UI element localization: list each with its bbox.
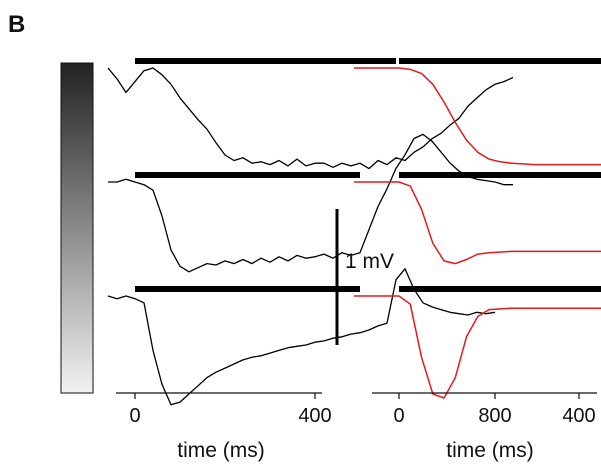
x-tick-label: 400 bbox=[298, 405, 331, 427]
recorded-trace-2 bbox=[108, 133, 513, 273]
model-trace-3 bbox=[354, 295, 601, 399]
recorded-traces-panel bbox=[107, 58, 514, 406]
x-axis-right: 0 400 800 time (ms) bbox=[372, 392, 597, 462]
model-trace-1 bbox=[354, 67, 601, 166]
grayscale-bar bbox=[60, 62, 94, 394]
voltage-scale-bar: 1 mV bbox=[335, 209, 394, 345]
x-tick-label: 0 bbox=[129, 405, 140, 427]
x-tick-label: 400 bbox=[562, 405, 595, 427]
panel-letter: B bbox=[8, 11, 25, 38]
x-ticks-right: 0 400 800 bbox=[393, 393, 596, 427]
model-traces-panel bbox=[354, 58, 601, 399]
x-axis-title-right: time (ms) bbox=[446, 439, 534, 462]
model-trace-2 bbox=[354, 181, 601, 265]
recorded-trace-3 bbox=[107, 268, 496, 406]
x-ticks-left: 0 400 800 bbox=[129, 393, 512, 427]
x-axis-left: 0 400 800 time (ms) bbox=[116, 392, 512, 462]
recorded-trace-1 bbox=[107, 67, 514, 170]
x-axis-title-left: time (ms) bbox=[177, 439, 265, 462]
x-tick-label: 0 bbox=[393, 405, 404, 427]
scale-bar-label: 1 mV bbox=[345, 250, 394, 273]
x-tick-label: 800 bbox=[478, 405, 511, 427]
